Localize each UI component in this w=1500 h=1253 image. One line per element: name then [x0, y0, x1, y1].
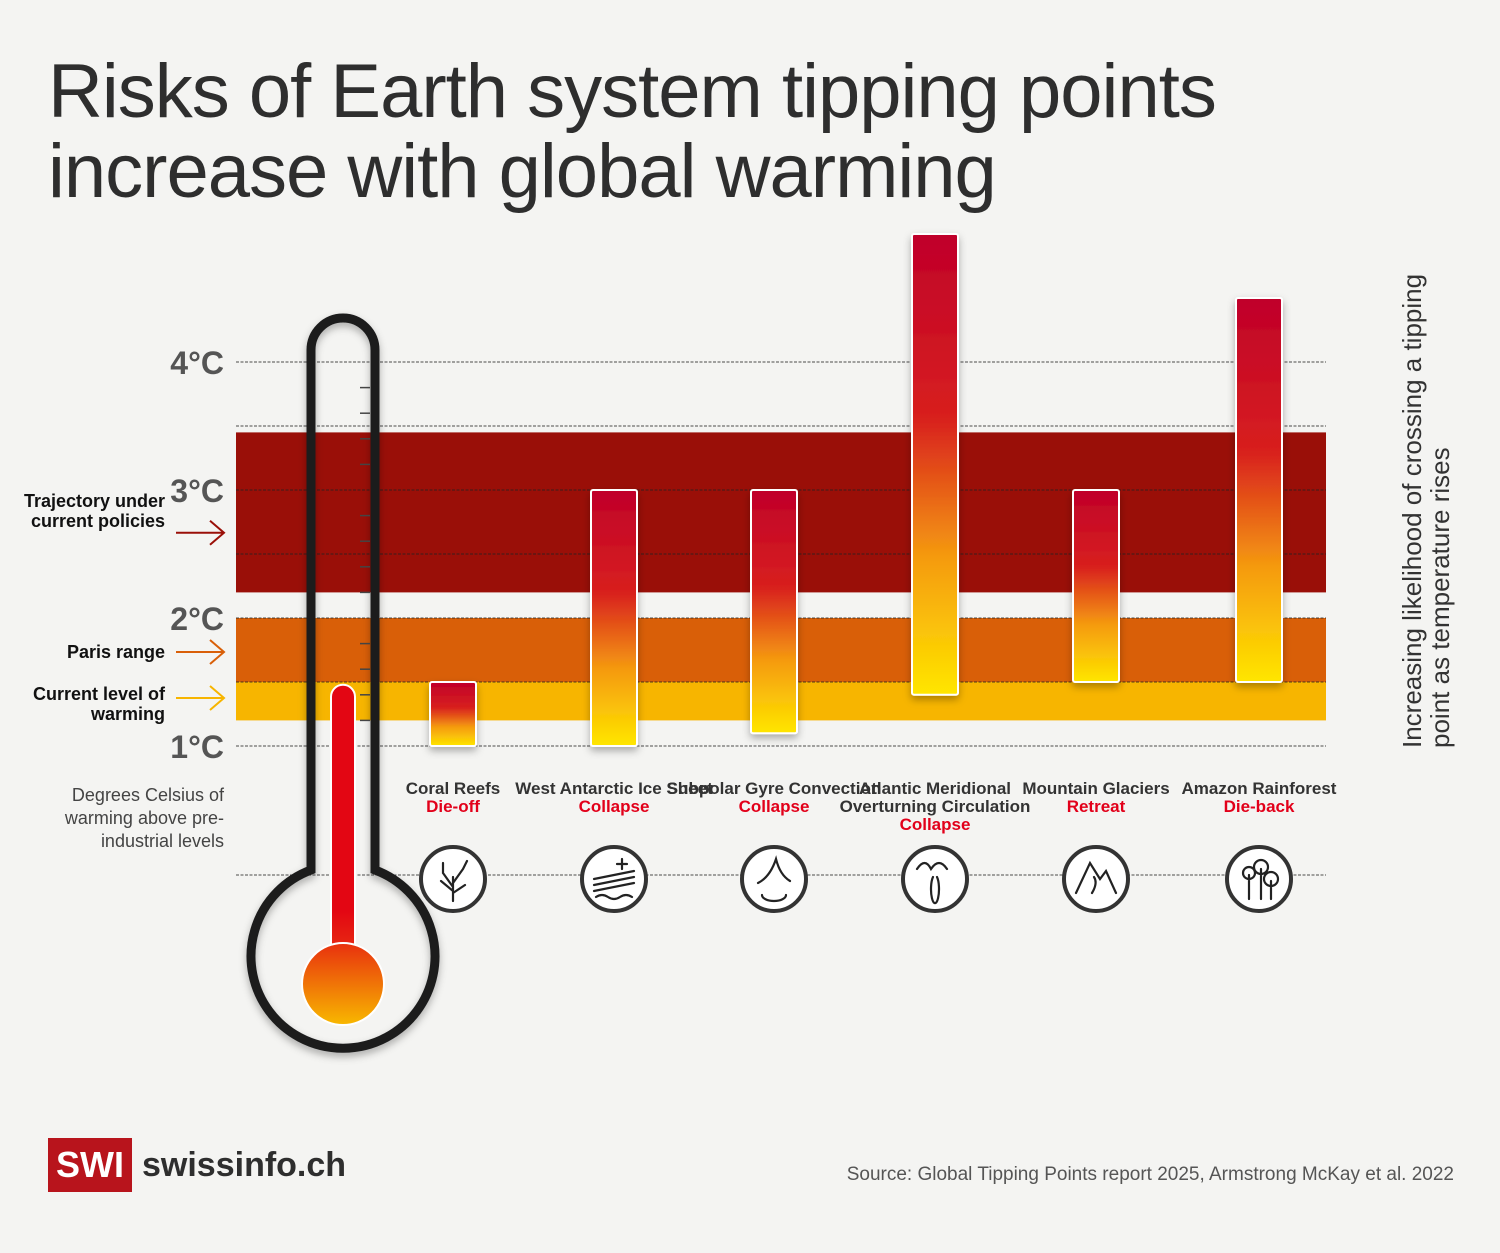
icon-glyph — [915, 861, 949, 905]
bar-mountain — [1072, 489, 1120, 683]
outcome-label: Retreat — [1066, 797, 1126, 816]
system-name: Amazon Rainforest — [1181, 779, 1337, 798]
annotation-line-1: Increasing likelihood of crossing a tipp… — [1397, 273, 1427, 748]
outcome-label: Collapse — [578, 797, 650, 816]
icon-glyph — [756, 855, 792, 903]
bar-ocean-gyre — [750, 489, 798, 735]
thermometer-bulb — [301, 942, 385, 1026]
y-tick-label: 2°C — [170, 601, 224, 637]
source-note: Source: Global Tipping Points report 202… — [846, 1164, 1454, 1185]
category-label: Subpolar Gyre Convection Collapse — [664, 780, 884, 816]
system-name: Coral Reefs — [405, 779, 501, 798]
category-label: Amazon Rainforest Die-back — [1149, 780, 1369, 816]
page-title: Risks of Earth system tipping points inc… — [48, 49, 1217, 214]
paris-range-label: Paris range — [66, 642, 165, 662]
icon-circle — [1225, 845, 1293, 913]
bar-ocean-circulation — [911, 233, 959, 696]
thermometer-mercury — [330, 683, 356, 986]
icon-circle — [740, 845, 808, 913]
outcome-label: Die-off — [426, 797, 480, 816]
arrow-icon — [176, 685, 226, 711]
outcome-label: Collapse — [899, 815, 971, 834]
category-label: Atlantic Meridional Overturning Circulat… — [825, 780, 1045, 834]
ocean-gyre-icon — [740, 845, 808, 913]
icon-glyph — [439, 859, 469, 903]
icon-circle — [580, 845, 648, 913]
y-tick-label: 3°C — [170, 473, 224, 509]
trajectory-label: Trajectory under current policies — [23, 491, 165, 531]
arrow-icon — [176, 520, 226, 546]
current-level-label: Current level of warming — [32, 684, 165, 724]
category-label: Coral Reefs Die-off — [343, 780, 563, 816]
annotation-line-2: point as temperature rises — [1425, 447, 1455, 748]
title-line-1: Risks of Earth system tipping points — [48, 49, 1217, 134]
likelihood-annotation: Increasing likelihood of crossing a tipp… — [1397, 273, 1455, 748]
swissinfo-logo[interactable]: SWI swissinfo.ch — [48, 1138, 346, 1192]
title-line-2: increase with global warming — [48, 129, 997, 214]
outcome-label: Collapse — [738, 797, 810, 816]
system-name: Subpolar Gyre Convection — [666, 779, 882, 798]
bar-coral — [429, 681, 477, 747]
category-label: West Antarctic Ice Sheet Collapse — [504, 780, 724, 816]
icon-glyph — [1241, 858, 1280, 901]
system-name: Mountain Glaciers — [1022, 779, 1170, 798]
bar-ice-sheet — [590, 489, 638, 747]
outcome-label: Die-back — [1223, 797, 1295, 816]
icon-circle — [901, 845, 969, 913]
y-tick-label: 4°C — [170, 345, 224, 381]
logo-mark: SWI — [48, 1138, 132, 1192]
thermometer-outline — [246, 313, 440, 1053]
y-tick-label: 1°C — [170, 729, 224, 765]
ocean-circulation-icon — [901, 845, 969, 913]
icon-glyph — [1074, 860, 1118, 895]
forest-icon — [1225, 845, 1293, 913]
coral-icon — [419, 845, 487, 913]
icon-glyph — [592, 857, 636, 901]
category-label: Mountain Glaciers Retreat — [986, 780, 1206, 816]
logo-name: swissinfo.ch — [142, 1145, 347, 1184]
y-axis-label: Degrees Celsius of warming above pre-ind… — [64, 785, 224, 851]
arrow-icon — [176, 639, 226, 665]
bar-forest — [1235, 297, 1283, 683]
system-name: Atlantic Meridional Overturning Circulat… — [839, 779, 1031, 816]
ice-sheet-icon — [580, 845, 648, 913]
system-name: West Antarctic Ice Sheet — [515, 779, 713, 798]
mountain-icon — [1062, 845, 1130, 913]
